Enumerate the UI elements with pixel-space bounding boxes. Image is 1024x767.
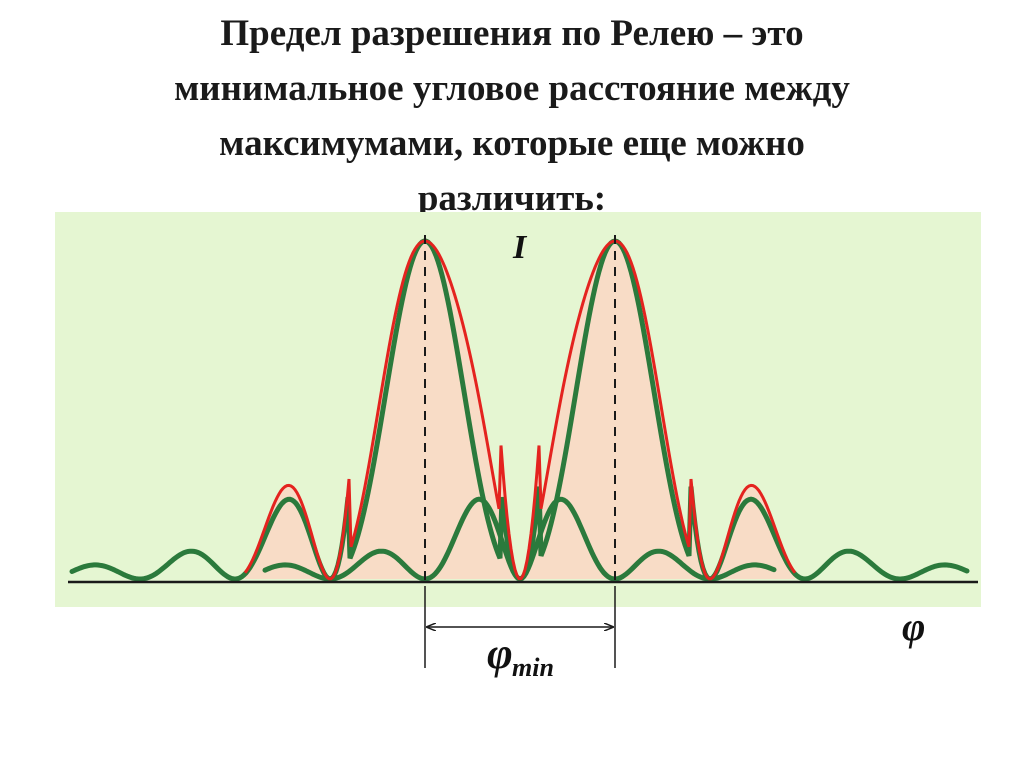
phi-min-symbol: φ	[487, 629, 513, 678]
title-line-2: минимальное угловое расстояние между	[174, 68, 850, 109]
intensity-sum-fill	[245, 241, 795, 579]
rayleigh-diagram: I φ φ min	[55, 212, 981, 682]
title-line-3: максимумами, которые еще можно	[219, 123, 805, 164]
angle-label: φ	[902, 604, 925, 649]
slide-title: Предел разрешения по Релею – это минимал…	[40, 6, 984, 226]
title-line-1: Предел разрешения по Релею – это	[220, 13, 804, 54]
intensity-label: I	[512, 229, 528, 266]
diagram-background	[55, 212, 981, 607]
phi-min-subscript: min	[512, 653, 554, 682]
intensity-sum-curve	[243, 239, 797, 581]
